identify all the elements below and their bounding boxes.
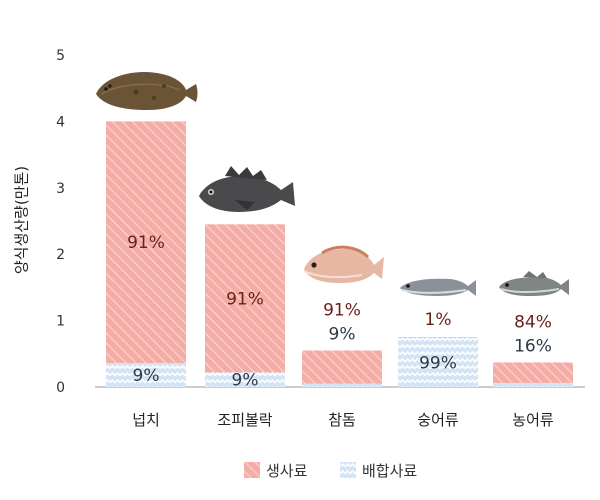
bar-formula-feed — [106, 363, 186, 387]
y-axis-label: 양식생산량(만톤) — [13, 166, 31, 274]
bar-formula-feed — [493, 383, 573, 387]
label-raw-feed-pct: 91% — [226, 289, 264, 309]
y-tick-label: 0 — [56, 380, 65, 396]
bar-raw-feed — [106, 121, 186, 364]
category-labels: 넙치 조피볼락 참돔 숭어류 농어류 — [132, 411, 554, 429]
legend-item-raw-feed: 생사료 — [244, 462, 308, 480]
legend-item-formula-feed: 배합사료 — [340, 462, 417, 480]
label-formula-feed-pct: 9% — [232, 371, 259, 391]
mullet-icon — [400, 278, 476, 296]
bar-formula-feed — [205, 372, 285, 387]
category-label: 넙치 — [132, 411, 160, 429]
category-label: 농어류 — [512, 411, 554, 429]
bar-formula-feed — [398, 337, 478, 387]
bars — [106, 121, 573, 387]
y-tick-label: 3 — [56, 181, 65, 197]
category-label: 조피볼락 — [217, 411, 272, 429]
rockfish-icon — [199, 166, 295, 212]
legend-swatch-formula-feed — [340, 462, 356, 478]
y-axis: 0 1 2 3 4 5 — [56, 48, 65, 396]
bar-formula-feed — [302, 383, 382, 387]
category-label: 숭어류 — [417, 411, 459, 429]
y-tick-label: 4 — [56, 114, 65, 130]
bar-raw-feed — [302, 350, 382, 384]
y-tick-label: 5 — [56, 48, 65, 64]
label-raw-feed-pct: 84% — [514, 312, 552, 332]
legend: 생사료 배합사료 — [244, 462, 417, 480]
legend-label-formula-feed: 배합사료 — [362, 462, 417, 480]
label-raw-feed-pct: 91% — [323, 300, 361, 320]
legend-swatch-raw-feed — [244, 462, 260, 478]
y-tick-label: 2 — [56, 247, 65, 263]
label-formula-feed-pct: 9% — [329, 324, 356, 344]
sea-bream-icon — [303, 245, 384, 283]
bar-raw-feed — [398, 337, 478, 338]
label-formula-feed-pct: 99% — [419, 353, 457, 373]
sea-bass-icon — [499, 271, 569, 296]
percent-labels: 91% 9% 91% 9% 91% 9% 1% 99% 84% 16% — [127, 233, 552, 390]
label-formula-feed-pct: 9% — [133, 366, 160, 386]
category-label: 참돔 — [328, 411, 356, 429]
label-raw-feed-pct: 91% — [127, 233, 165, 253]
fish-icons — [96, 72, 569, 296]
legend-label-raw-feed: 생사료 — [266, 462, 308, 480]
flatfish-icon — [96, 72, 198, 110]
bar-raw-feed — [205, 224, 285, 373]
bar-raw-feed — [493, 362, 573, 384]
label-raw-feed-pct: 1% — [425, 310, 452, 330]
label-formula-feed-pct: 16% — [514, 336, 552, 356]
y-tick-label: 1 — [56, 314, 65, 330]
